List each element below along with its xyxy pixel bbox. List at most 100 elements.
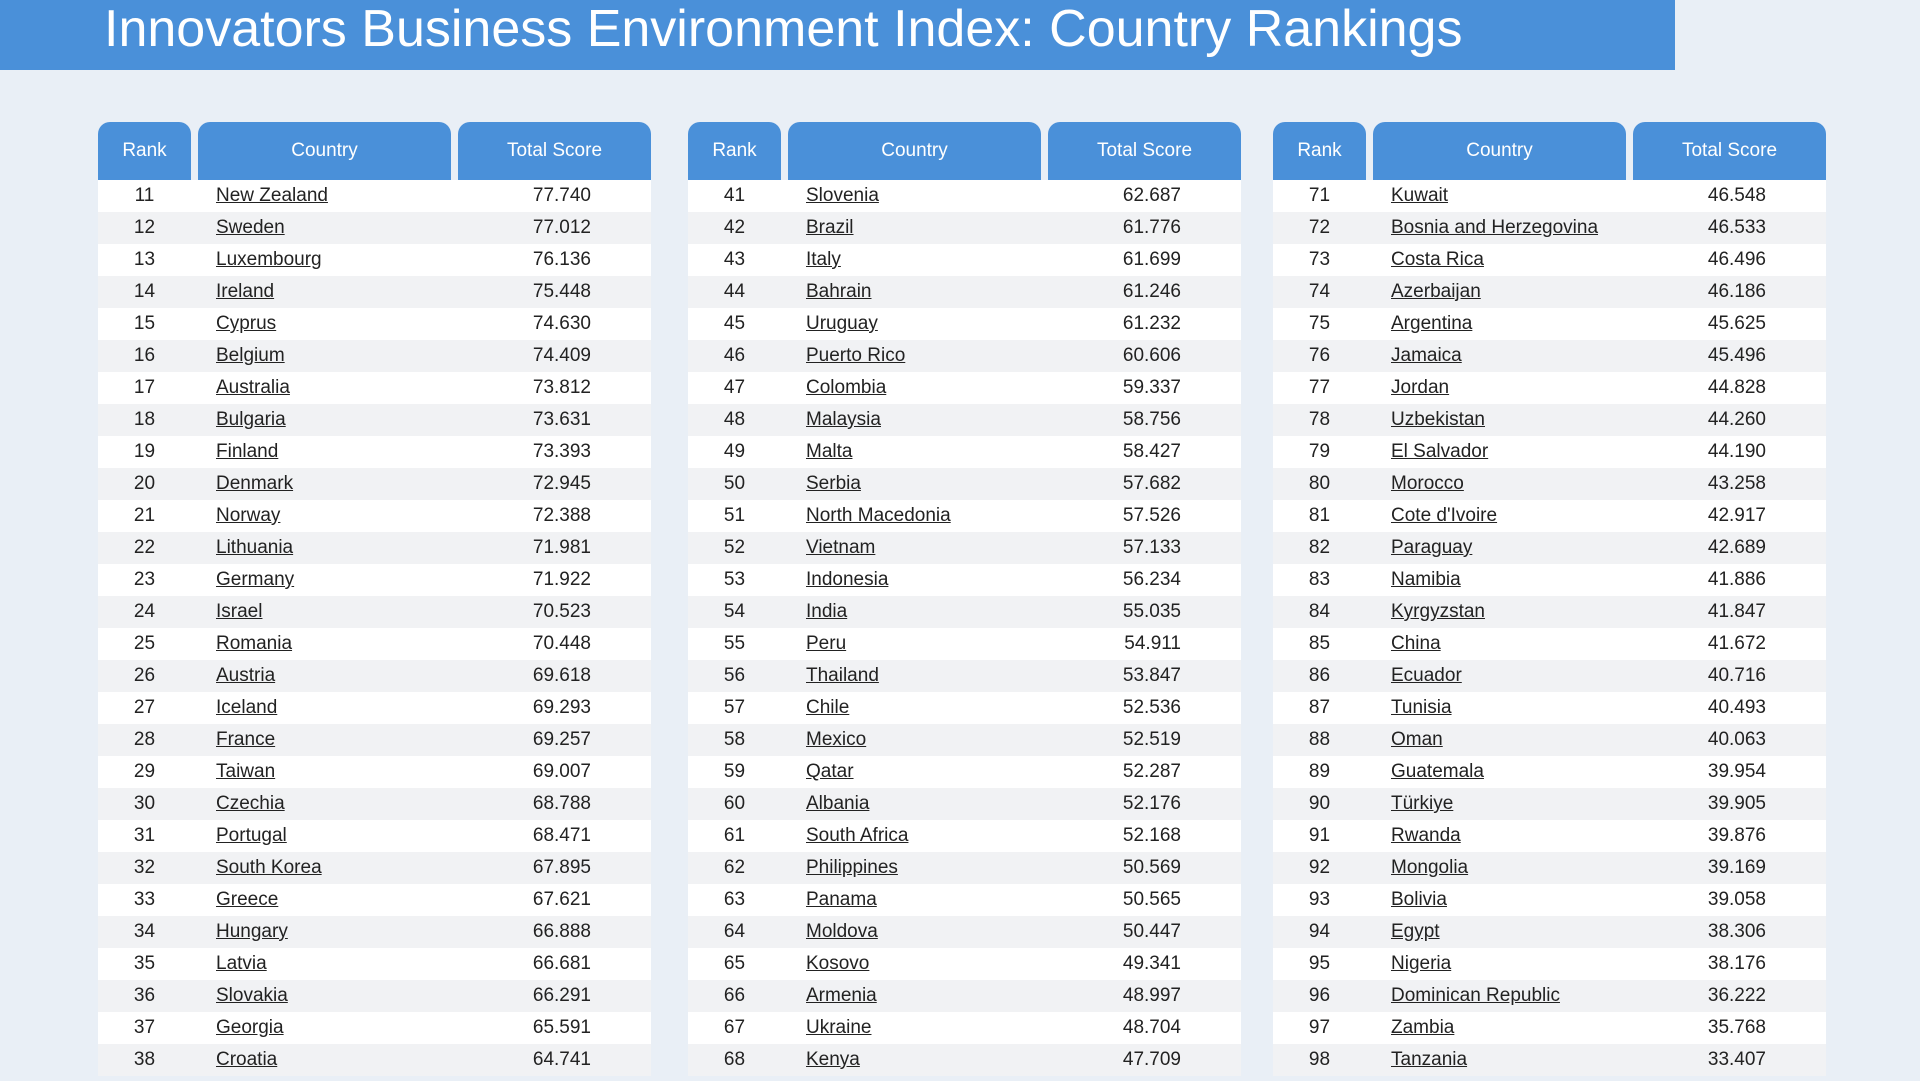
country-link[interactable]: Paraguay — [1391, 537, 1473, 558]
country-link[interactable]: Iceland — [216, 697, 278, 718]
country-link[interactable]: New Zealand — [216, 185, 328, 206]
country-link[interactable]: Namibia — [1391, 569, 1461, 590]
country-link[interactable]: Jamaica — [1391, 345, 1462, 366]
country-link[interactable]: Panama — [806, 889, 877, 910]
country-link[interactable]: Albania — [806, 793, 870, 814]
score-cell: 68.471 — [532, 825, 591, 846]
country-link[interactable]: Romania — [216, 633, 293, 654]
country-link[interactable]: Ireland — [216, 281, 275, 302]
country-link[interactable]: Chile — [806, 697, 850, 718]
country-link[interactable]: Egypt — [1391, 921, 1440, 942]
rank-cell: 15 — [133, 313, 156, 334]
country-link[interactable]: Thailand — [806, 665, 879, 686]
column-header: Total Score — [458, 122, 651, 180]
country-link[interactable]: South Korea — [216, 857, 322, 878]
table-row: 89 Guatemala 39.954 — [1273, 756, 1826, 788]
country-link[interactable]: Colombia — [806, 377, 887, 398]
table-row: 20 Denmark 72.945 — [98, 468, 651, 500]
score-cell: 53.847 — [1122, 665, 1181, 686]
table-row: 44 Bahrain 61.246 — [688, 276, 1241, 308]
country-link[interactable]: Philippines — [806, 857, 898, 878]
country-link[interactable]: Costa Rica — [1391, 249, 1484, 270]
column-header: Country — [1373, 122, 1626, 180]
country-link[interactable]: Kuwait — [1391, 185, 1449, 206]
country-link[interactable]: Latvia — [216, 953, 267, 974]
country-link[interactable]: Cyprus — [216, 313, 277, 334]
country-link[interactable]: Israel — [216, 601, 263, 622]
country-link[interactable]: Sweden — [216, 217, 285, 238]
country-link[interactable]: Azerbaijan — [1391, 281, 1481, 302]
country-link[interactable]: Luxembourg — [216, 249, 322, 270]
country-link[interactable]: Morocco — [1391, 473, 1464, 494]
country-link[interactable]: Uzbekistan — [1391, 409, 1485, 430]
country-link[interactable]: Jordan — [1391, 377, 1450, 398]
country-link[interactable]: Bolivia — [1391, 889, 1447, 910]
country-link[interactable]: North Macedonia — [806, 505, 951, 526]
country-link[interactable]: Tanzania — [1391, 1049, 1468, 1070]
score-cell: 35.768 — [1707, 1017, 1766, 1038]
country-link[interactable]: Indonesia — [806, 569, 889, 590]
country-link[interactable]: El Salvador — [1391, 441, 1489, 462]
country-link[interactable]: South Africa — [806, 825, 909, 846]
country-link[interactable]: Bosnia and Herzegovina — [1391, 217, 1599, 238]
country-link[interactable]: Armenia — [806, 985, 877, 1006]
country-link[interactable]: Lithuania — [216, 537, 294, 558]
table-row: 47 Colombia 59.337 — [688, 372, 1241, 404]
country-link[interactable]: Germany — [216, 569, 295, 590]
country-link[interactable]: Mongolia — [1391, 857, 1469, 878]
country-link[interactable]: Hungary — [216, 921, 288, 942]
country-link[interactable]: Kyrgyzstan — [1391, 601, 1485, 622]
country-link[interactable]: Rwanda — [1391, 825, 1461, 846]
country-link[interactable]: Bulgaria — [216, 409, 286, 430]
country-link[interactable]: Portugal — [216, 825, 287, 846]
country-link[interactable]: Croatia — [216, 1049, 278, 1070]
country-link[interactable]: Türkiye — [1391, 793, 1454, 814]
country-link[interactable]: France — [216, 729, 276, 750]
country-link[interactable]: China — [1391, 633, 1441, 654]
country-link[interactable]: Georgia — [216, 1017, 284, 1038]
country-link[interactable]: Belgium — [216, 345, 285, 366]
country-link[interactable]: Austria — [216, 665, 276, 686]
country-link[interactable]: Vietnam — [806, 537, 876, 558]
country-link[interactable]: Brazil — [806, 217, 854, 238]
country-link[interactable]: Malaysia — [806, 409, 881, 430]
country-link[interactable]: Zambia — [1391, 1017, 1455, 1038]
country-link[interactable]: Cote d'Ivoire — [1391, 505, 1498, 526]
country-link[interactable]: Australia — [216, 377, 290, 398]
country-link[interactable]: Kosovo — [806, 953, 870, 974]
table-row: 65 Kosovo 49.341 — [688, 948, 1241, 980]
country-link[interactable]: Norway — [216, 505, 281, 526]
country-link[interactable]: Oman — [1391, 729, 1443, 750]
score-cell: 72.388 — [532, 505, 591, 526]
country-link[interactable]: Taiwan — [216, 761, 276, 782]
country-link[interactable]: Guatemala — [1391, 761, 1484, 782]
country-link[interactable]: Denmark — [216, 473, 294, 494]
country-link[interactable]: Serbia — [806, 473, 861, 494]
country-link[interactable]: Uruguay — [806, 313, 878, 334]
country-link[interactable]: Nigeria — [1391, 953, 1452, 974]
table-row: 11 New Zealand 77.740 — [98, 180, 651, 212]
country-link[interactable]: Czechia — [216, 793, 285, 814]
country-link[interactable]: Greece — [216, 889, 279, 910]
country-link[interactable]: Argentina — [1391, 313, 1473, 334]
country-link[interactable]: Qatar — [806, 761, 854, 782]
country-link[interactable]: Finland — [216, 441, 279, 462]
table-row: 60 Albania 52.176 — [688, 788, 1241, 820]
country-link[interactable]: Dominican Republic — [1391, 985, 1560, 1006]
country-link[interactable]: Kenya — [806, 1049, 860, 1070]
country-link[interactable]: Peru — [806, 633, 847, 654]
country-link[interactable]: Bahrain — [806, 281, 872, 302]
country-link[interactable]: Puerto Rico — [806, 345, 906, 366]
country-link[interactable]: Moldova — [806, 921, 878, 942]
country-link[interactable]: Ukraine — [806, 1017, 872, 1038]
country-link[interactable]: Slovenia — [806, 185, 879, 206]
table-row: 36 Slovakia 66.291 — [98, 980, 651, 1012]
rank-cell: 77 — [1308, 377, 1331, 398]
country-link[interactable]: Italy — [806, 249, 841, 270]
country-link[interactable]: Ecuador — [1391, 665, 1462, 686]
country-link[interactable]: Malta — [806, 441, 853, 462]
country-link[interactable]: Mexico — [806, 729, 867, 750]
country-link[interactable]: India — [806, 601, 848, 622]
country-link[interactable]: Tunisia — [1391, 697, 1452, 718]
country-link[interactable]: Slovakia — [216, 985, 288, 1006]
